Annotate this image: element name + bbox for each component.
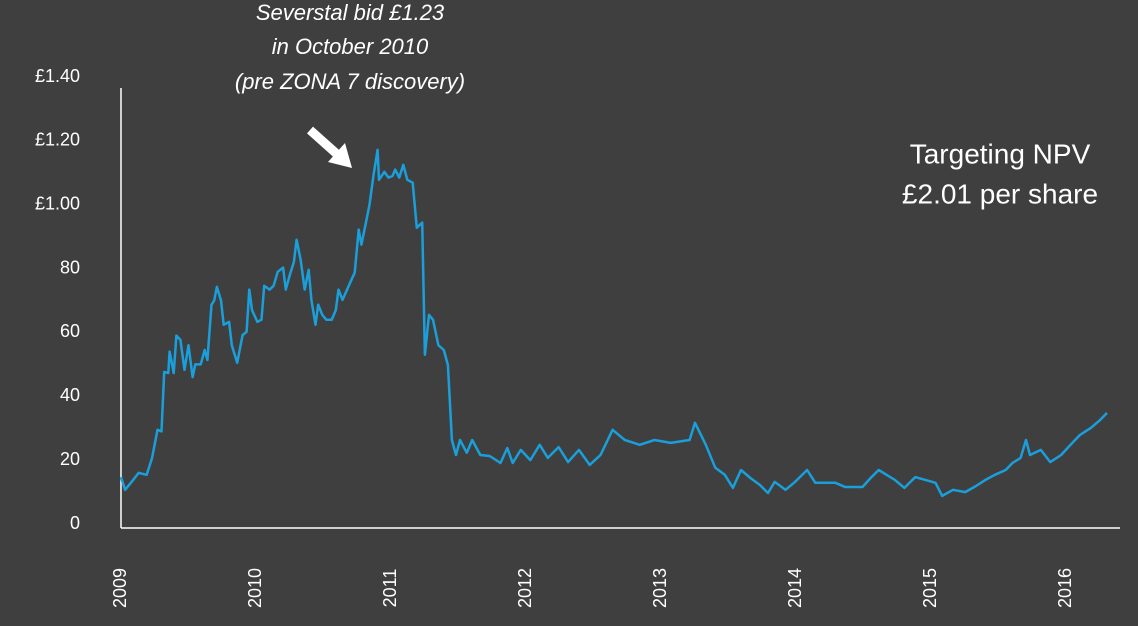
x-tick-label: 2010 [245, 568, 265, 608]
annotation: (pre ZONA 7 discovery) [235, 69, 465, 94]
x-tick-label: 2009 [110, 568, 130, 608]
y-tick-label: 20 [60, 449, 80, 469]
x-tick-label: 2016 [1055, 568, 1075, 608]
x-tick-label: 2013 [650, 568, 670, 608]
y-tick-label: £1.40 [35, 66, 80, 86]
y-tick-label: £1.20 [35, 130, 80, 150]
y-tick-label: 0 [70, 513, 80, 533]
x-tick-label: 2011 [380, 569, 400, 608]
price-line [119, 148, 1108, 498]
y-tick-label: £1.00 [35, 193, 80, 213]
target-note: £2.01 per share [902, 178, 1098, 209]
arrow [307, 126, 352, 168]
x-tick-label: 2015 [920, 568, 940, 608]
x-tick-label: 2014 [785, 568, 805, 608]
annotation: in October 2010 [272, 34, 429, 59]
x-tick-label: 2012 [515, 568, 535, 608]
y-tick-label: 60 [60, 321, 80, 341]
y-tick-label: 80 [60, 257, 80, 277]
target-note: Targeting NPV [910, 138, 1091, 169]
annotation: Severstal bid £1.23 [256, 0, 445, 25]
y-tick-label: 40 [60, 385, 80, 405]
